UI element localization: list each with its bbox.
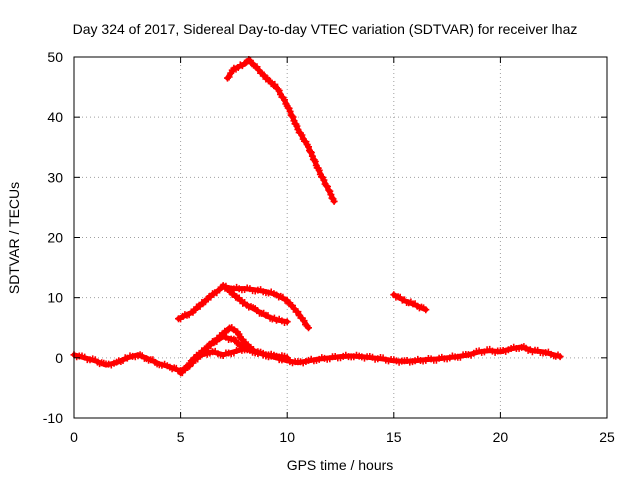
data-point [289, 113, 297, 121]
data-point [330, 197, 338, 205]
data-point [225, 73, 233, 81]
data-point [556, 353, 564, 361]
data-point [207, 342, 215, 349]
data-point [294, 308, 302, 316]
series-track-5 [175, 282, 312, 332]
data-point [196, 302, 204, 310]
data-point [324, 183, 331, 190]
series-track-7 [390, 291, 430, 314]
data-point [288, 112, 296, 120]
y-tick-label: 0 [55, 350, 63, 366]
data-point [307, 149, 315, 157]
series-layer [70, 56, 564, 377]
y-tick-label: -10 [43, 410, 63, 426]
x-tick-label: 25 [599, 429, 615, 445]
data-point [293, 122, 301, 130]
chart-title: Day 324 of 2017, Sidereal Day-to-day VTE… [73, 21, 578, 37]
x-axis-label: GPS time / hours [287, 457, 394, 473]
data-point [311, 158, 319, 165]
series-track-6 [224, 56, 338, 205]
y-axis-label: SDTVAR / TECUs [6, 182, 22, 294]
data-point [298, 131, 306, 139]
data-point [286, 107, 294, 115]
data-point [305, 143, 312, 151]
data-point [260, 71, 268, 79]
data-point [305, 324, 312, 332]
data-point [283, 354, 291, 362]
x-tick-label: 10 [279, 429, 295, 445]
y-tick-label: 40 [47, 109, 63, 125]
y-tick-label: 50 [47, 49, 63, 65]
y-tick-label: 20 [47, 230, 63, 246]
x-tick-label: 15 [386, 429, 402, 445]
data-point [235, 330, 243, 338]
data-point [281, 96, 288, 104]
data-point [325, 186, 333, 194]
data-point [274, 85, 282, 93]
y-tick-label: 30 [47, 169, 63, 185]
x-axis: 0 5 10 15 20 25 [70, 57, 615, 445]
data-point [327, 191, 335, 199]
y-axis: -10 0 10 20 30 40 50 [43, 49, 607, 426]
x-tick-label: 5 [177, 429, 185, 445]
data-point [315, 166, 323, 174]
grid-lines [74, 57, 607, 418]
data-point [271, 80, 279, 88]
data-point [283, 296, 291, 304]
data-point [320, 176, 328, 184]
data-point [275, 87, 283, 94]
y-tick-label: 10 [47, 290, 63, 306]
x-tick-label: 0 [70, 429, 78, 445]
data-point [300, 317, 308, 325]
data-point [326, 187, 334, 195]
data-point [239, 336, 247, 344]
data-point [283, 318, 291, 326]
data-point [422, 306, 430, 314]
series-track-3 [187, 332, 291, 365]
x-tick-label: 20 [493, 429, 509, 445]
